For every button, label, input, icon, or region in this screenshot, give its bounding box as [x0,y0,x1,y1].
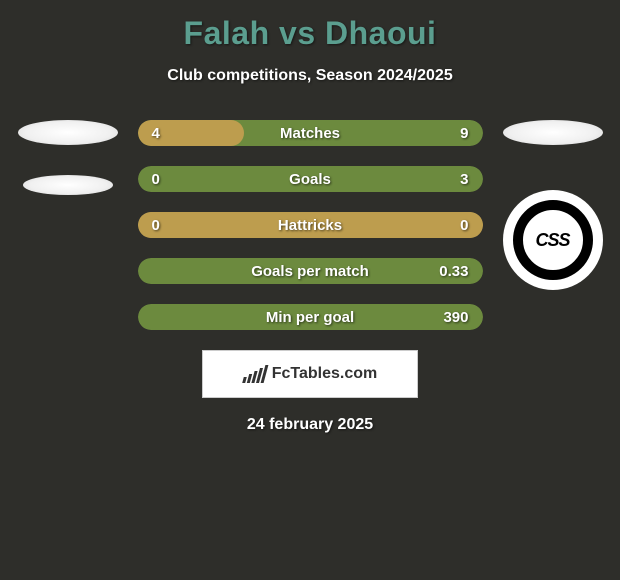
stat-right-value: 9 [460,125,468,142]
stat-right-value: 0 [460,217,468,234]
date-text: 24 february 2025 [0,416,620,434]
avatar-placeholder-3 [503,120,603,145]
stat-label: Goals [289,171,331,188]
stat-bar-1: 0 Goals 3 [138,166,483,192]
avatar-placeholder-1 [18,120,118,145]
stat-bar-0: 4 Matches 9 [138,120,483,146]
stat-bar-2: 0 Hattricks 0 [138,212,483,238]
badge-text: CSS [535,230,569,251]
stat-label: Hattricks [278,217,342,234]
subtitle: Club competitions, Season 2024/2025 [0,67,620,85]
footer-brand-text: FcTables.com [272,365,378,383]
avatar-placeholder-2 [23,175,113,195]
stats-column: 4 Matches 9 0 Goals 3 0 Hattricks 0 Goals per mat… [138,120,483,330]
stat-right-value: 390 [443,309,468,326]
right-avatars-column: نادي الرياضي CSS [498,120,608,290]
main-container: Falah vs Dhaoui Club competitions, Seaso… [0,0,620,444]
stats-row: 4 Matches 9 0 Goals 3 0 Hattricks 0 Goals per mat… [0,120,620,330]
stat-label: Matches [280,125,340,142]
left-avatars-column [13,120,123,195]
bars-icon [243,365,266,383]
stat-bar-4: Min per goal 390 [138,304,483,330]
footer-brand-box[interactable]: FcTables.com [202,350,418,398]
stat-label: Min per goal [266,309,354,326]
stat-right-value: 3 [460,171,468,188]
badge-arabic-text: نادي الرياضي [536,203,569,210]
stat-left-value: 0 [152,171,160,188]
stat-bar-3: Goals per match 0.33 [138,258,483,284]
page-title: Falah vs Dhaoui [0,15,620,52]
css-logo: نادي الرياضي CSS [513,200,593,280]
footer-logo: FcTables.com [243,365,378,383]
stat-right-value: 0.33 [439,263,468,280]
stat-left-value: 4 [152,125,160,142]
stat-label: Goals per match [251,263,369,280]
team-badge: نادي الرياضي CSS [503,190,603,290]
stat-left-value: 0 [152,217,160,234]
